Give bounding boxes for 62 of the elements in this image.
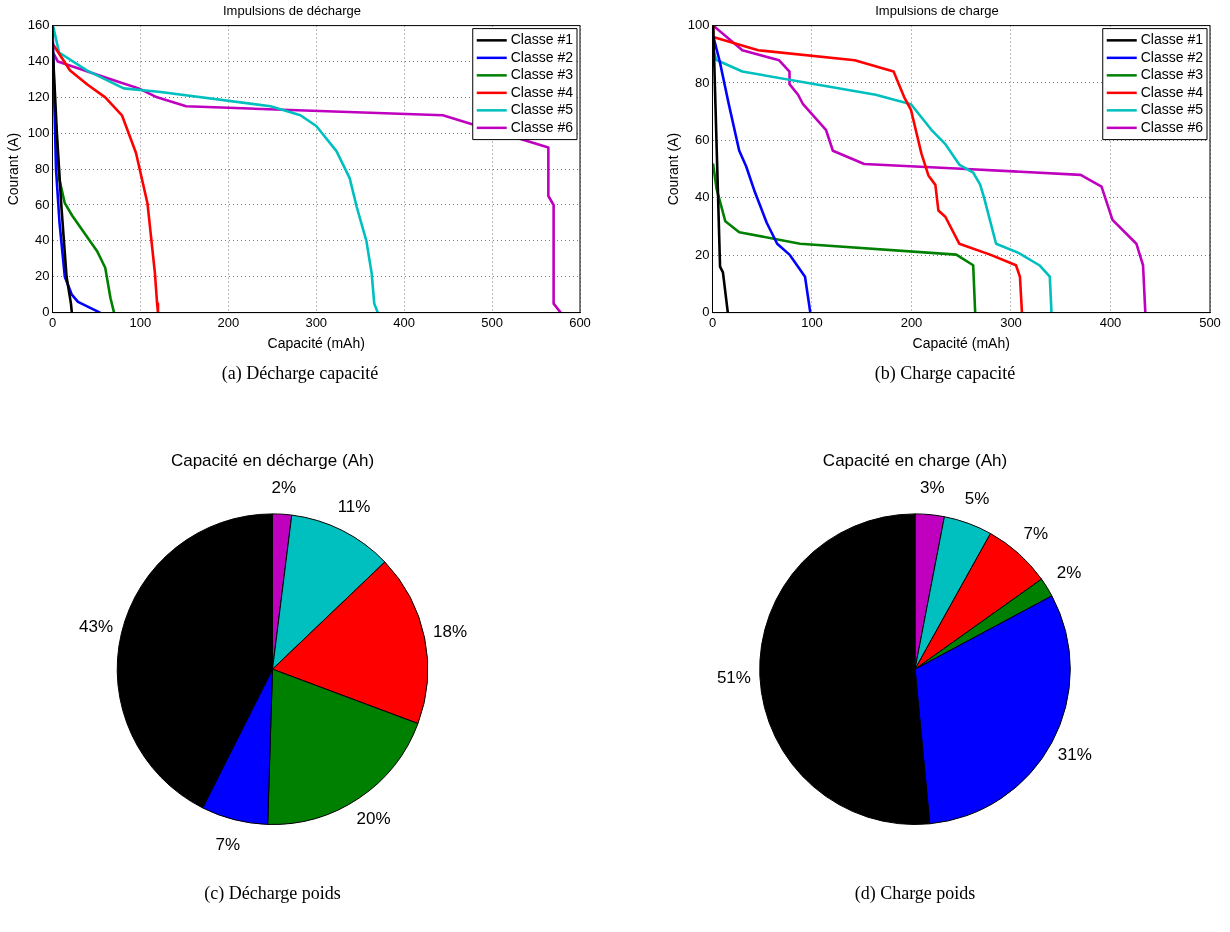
legend-label: Classe #3 [1140,66,1204,83]
legend-label: Classe #5 [510,101,574,118]
y-tick-label: 80 [35,160,50,176]
data-label: 11% [337,496,371,516]
data-label: 5% [964,488,990,508]
y-tick-label: 120 [27,88,50,104]
data-label: 51% [716,667,751,687]
data-label: 7% [1023,523,1049,543]
y-tick-label: 80 [695,74,710,90]
text: (c) Décharge poids [203,883,342,904]
y-tick-label: 40 [695,189,710,205]
legend-label: Classe #1 [1140,31,1204,48]
legend-label: Classe #2 [510,48,574,65]
x-tick-label: 100 [129,314,152,330]
chart-title: Capacité en charge (Ah) [822,450,1008,470]
y-tick-label: 60 [35,196,50,212]
text: (a) Décharge capacité [220,363,380,384]
legend-label: Classe #3 [510,66,574,83]
data-label: 2% [271,477,297,497]
legend-label: Classe #1 [510,31,574,48]
x-tick-label: 500 [1199,314,1221,330]
chart-title: Impulsions de décharge [222,3,362,19]
y-tick-label: 20 [695,246,710,262]
legend-label: Classe #6 [1140,118,1204,135]
legend-label: Classe #5 [1140,101,1204,118]
y-tick-label: 160 [27,17,50,33]
data-label: 2% [1056,563,1082,583]
x-tick-label: 500 [481,314,503,330]
x-tick-label: 100 [801,314,823,330]
x-axis-title: Capacité (mAh) [912,335,1010,352]
legend-label: Classe #2 [1140,48,1204,65]
data-label: 18% [433,622,468,642]
data-label: 31% [1057,744,1092,764]
legend-label: Classe #4 [510,83,574,100]
y-axis-title: Courant (A) [665,132,682,206]
legend-label: Classe #6 [510,118,574,135]
x-tick-label: 300 [305,314,328,330]
y-tick-label: 60 [695,131,710,147]
y-axis-title: Courant (A) [5,132,22,206]
text: (b) Charge capacité [873,363,1017,384]
y-tick-label: 40 [35,232,50,248]
y-tick-label: 140 [27,53,50,69]
data-label: 7% [215,834,241,854]
y-tick-label: 100 [687,17,710,33]
x-tick-label: 300 [1000,314,1022,330]
y-tick-label: 0 [42,304,50,320]
data-label: 43% [79,616,114,636]
x-tick-label: 400 [393,314,416,330]
text: (d) Charge poids [853,883,977,904]
y-tick-label: 20 [35,268,50,284]
x-tick-label: 200 [217,314,240,330]
chart-title: Capacité en décharge (Ah) [170,450,375,470]
x-tick-label: 600 [569,314,591,330]
x-axis-title: Capacité (mAh) [267,335,365,352]
legend-label: Classe #4 [1140,83,1204,100]
y-tick-label: 100 [27,124,50,140]
y-tick-label: 0 [702,304,710,320]
data-label: 3% [919,478,945,498]
data-label: 20% [356,809,391,829]
x-tick-label: 400 [1099,314,1122,330]
x-tick-label: 200 [900,314,923,330]
chart-title: Impulsions de charge [875,3,999,19]
